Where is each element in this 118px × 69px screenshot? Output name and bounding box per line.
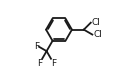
Text: F: F [51,59,56,68]
Text: Cl: Cl [92,18,100,27]
Text: Cl: Cl [93,30,102,39]
Text: F: F [34,42,39,51]
Text: F: F [37,59,42,68]
